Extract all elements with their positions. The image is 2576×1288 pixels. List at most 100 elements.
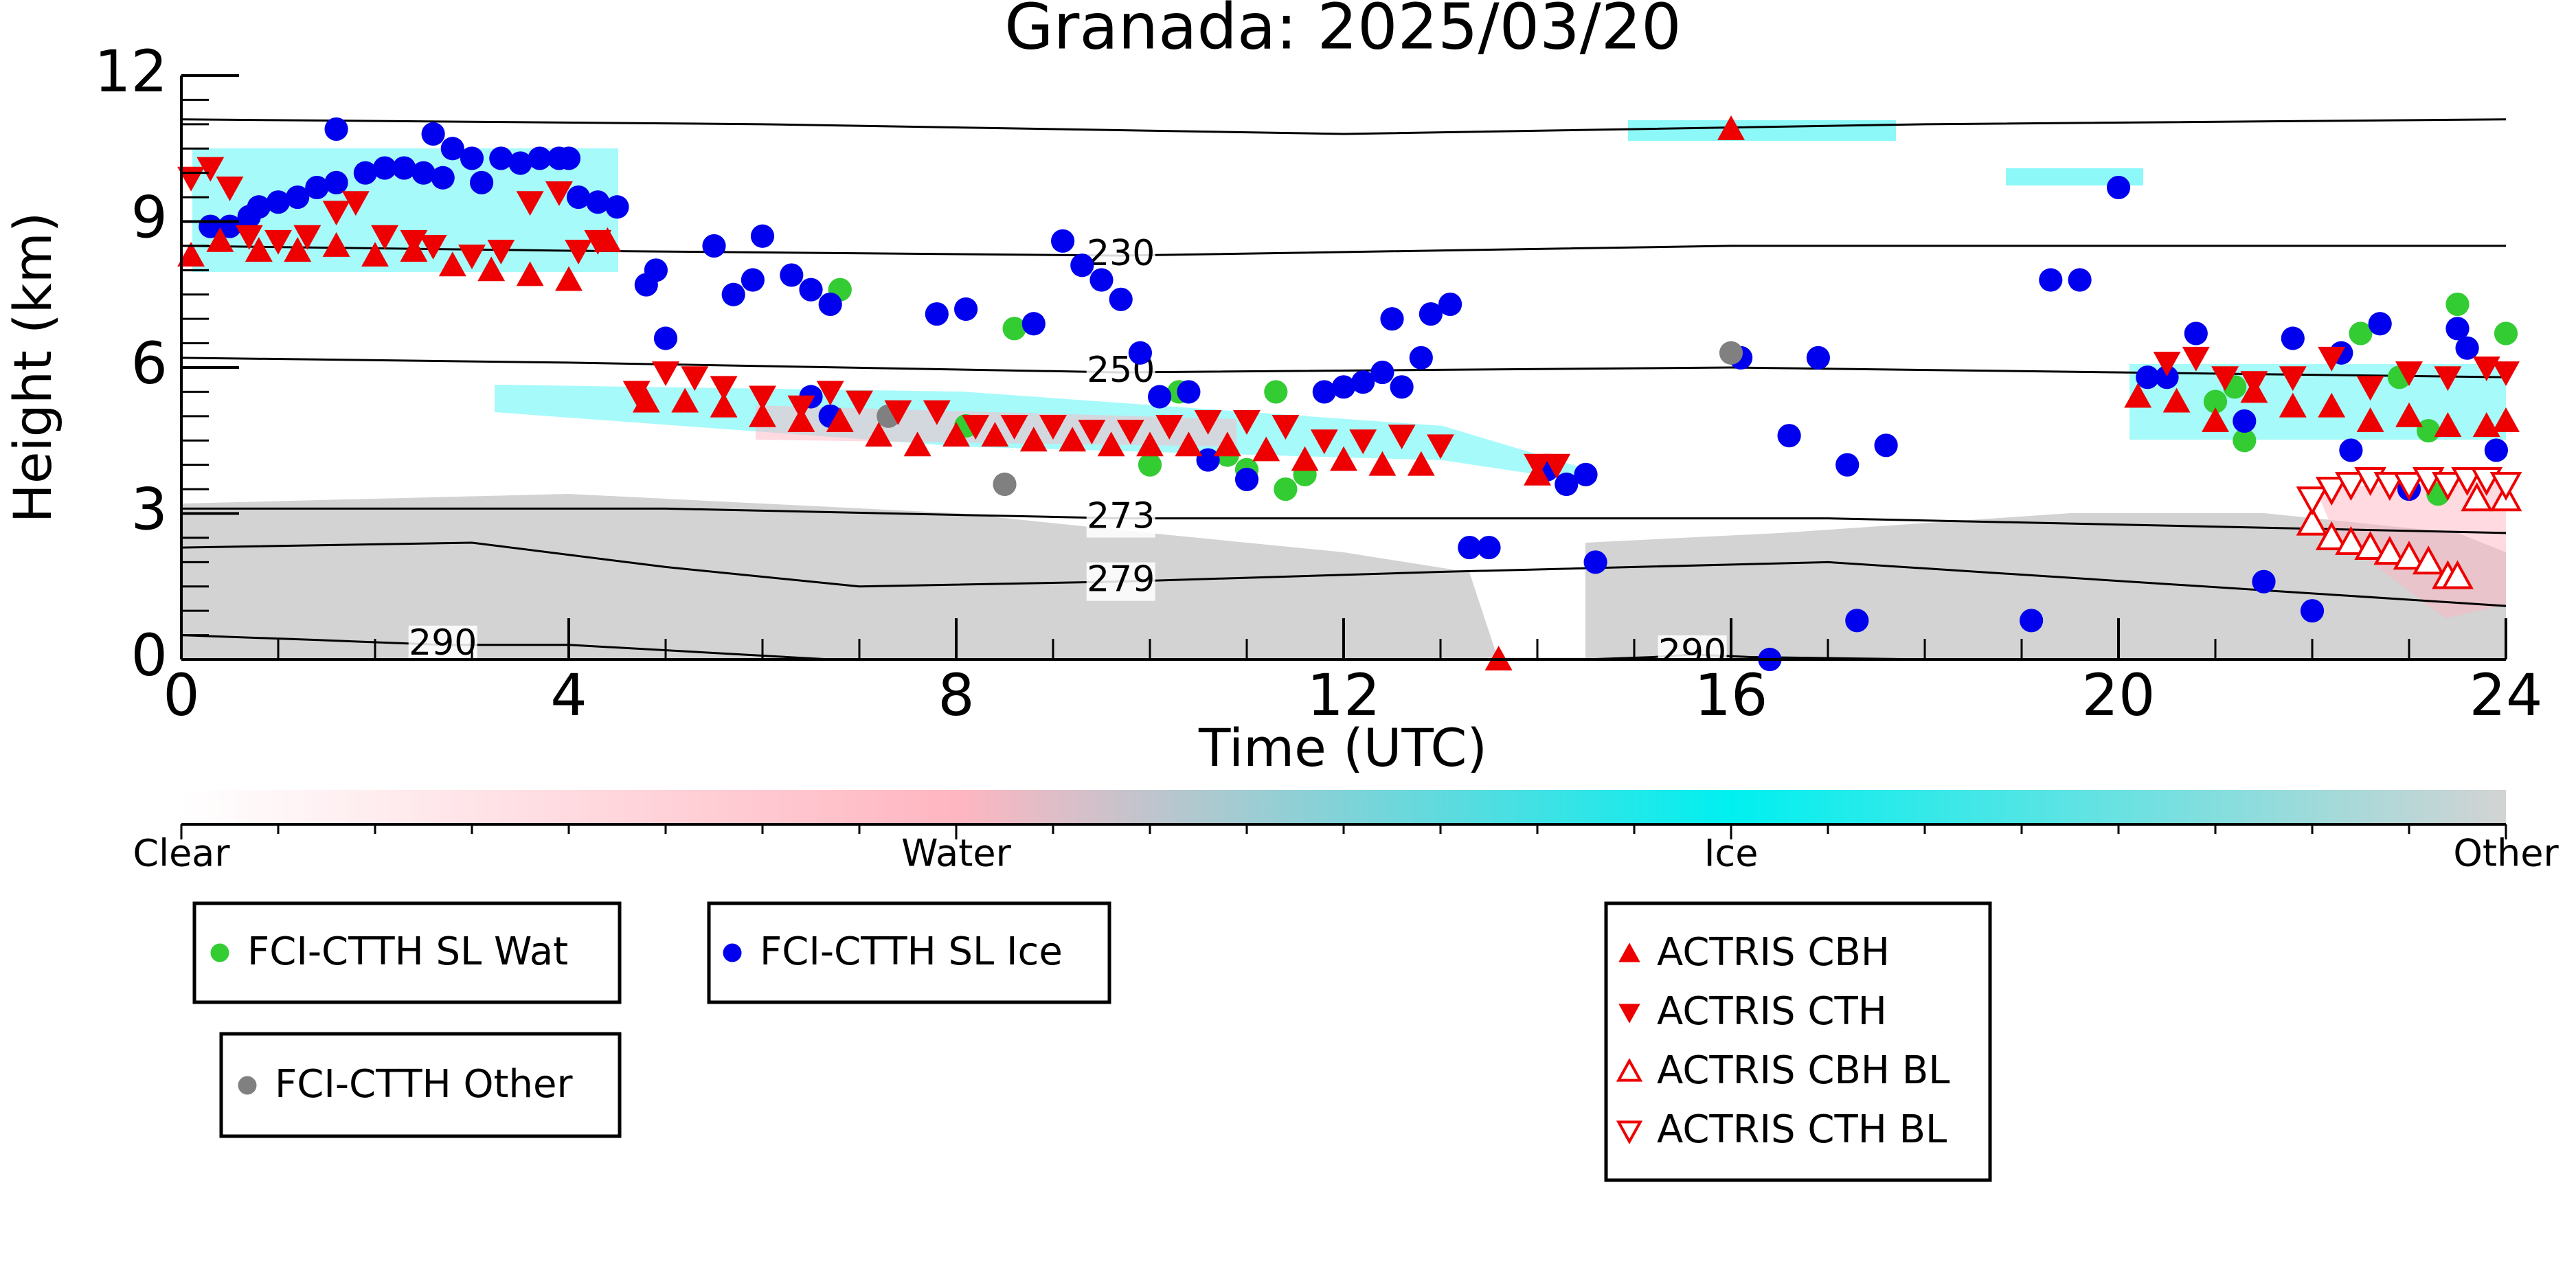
legend-label: FCI-CTTH SL Ice [760,929,1063,974]
marker [2393,472,2426,501]
contour-label-bg [1658,635,1727,659]
marker [2349,321,2373,346]
marker [632,387,660,413]
marker [528,146,552,170]
marker [2153,351,2181,376]
marker [1252,436,1280,462]
other-area [181,494,1498,659]
marker [681,366,709,392]
marker [1136,431,1164,457]
marker [2492,407,2520,432]
marker [1310,429,1338,455]
marker [1419,302,1443,326]
marker [341,191,370,216]
marker [2412,545,2445,575]
marker [2434,366,2462,392]
marker [1719,341,1743,365]
marker [2335,526,2367,555]
marker [556,146,581,170]
marker [2489,472,2522,501]
y-tick-label: 6 [131,330,168,397]
marker [196,157,225,182]
marker [1583,550,1607,574]
marker [1272,415,1300,440]
marker [1806,346,1830,370]
marker [1233,409,1261,435]
marker [2492,361,2520,387]
marker [1331,375,1356,399]
marker [1380,307,1404,331]
marker [353,161,378,185]
marker [1051,229,1075,253]
marker [1370,360,1394,385]
marker [1078,420,1106,445]
contour-label: 290 [409,622,477,664]
marker [622,381,651,406]
contour-label-bg [1086,499,1155,538]
marker [1477,535,1501,560]
marker [2155,365,2179,389]
marker [2445,317,2470,341]
marker [2368,312,2392,336]
marker [555,266,583,291]
marker [2296,506,2329,536]
marker [2432,472,2464,501]
marker [1543,453,1571,479]
marker [2395,402,2423,427]
marker [458,245,486,270]
y-tick-label: 12 [94,38,168,105]
marker [2020,609,2044,633]
marker [981,422,1009,447]
marker [605,195,629,219]
marker [710,376,738,401]
marker [2240,371,2268,396]
marker [1059,427,1087,452]
marker [1021,312,1046,336]
marker [1835,453,1860,477]
marker [235,225,263,250]
marker [2354,531,2386,561]
marker [567,185,591,210]
colorbar-label: Ice [1704,832,1759,875]
marker [2356,376,2384,401]
marker [2339,438,2363,462]
marker [1574,462,1598,486]
marker [1427,434,1454,460]
marker [2441,560,2474,589]
marker [2068,268,2092,292]
contour-line [181,541,2506,607]
marker [1213,431,1241,457]
markers [177,115,2522,672]
marker [477,256,506,282]
marker [2203,389,2228,414]
x-tick-label: 0 [163,662,199,729]
contour-label-bg [1086,236,1155,275]
legend-label: ACTRIS CBH BL [1657,1048,1950,1093]
marker [1000,415,1028,440]
contour-label: 230 [1087,233,1155,274]
marker [293,225,321,250]
marker [2136,365,2160,389]
x-axis-label: Time (UTC) [1198,717,1487,778]
marker [489,146,513,170]
marker [710,392,738,418]
ice-area [1628,120,1896,141]
marker [652,361,679,387]
marker [516,191,544,216]
colorbar-label: Other [2453,832,2559,875]
marker [2279,392,2307,418]
marker [942,422,970,447]
colorbar-label: Water [901,832,1011,875]
contour-label: 290 [1658,632,1726,673]
marker [1458,535,1482,560]
marker [286,185,310,210]
marker [1138,453,1162,477]
marker [671,387,699,413]
marker [421,122,445,146]
marker [373,156,397,180]
marker [846,390,873,416]
x-tick-label: 4 [550,662,587,729]
marker [884,400,912,425]
marker [440,137,464,161]
